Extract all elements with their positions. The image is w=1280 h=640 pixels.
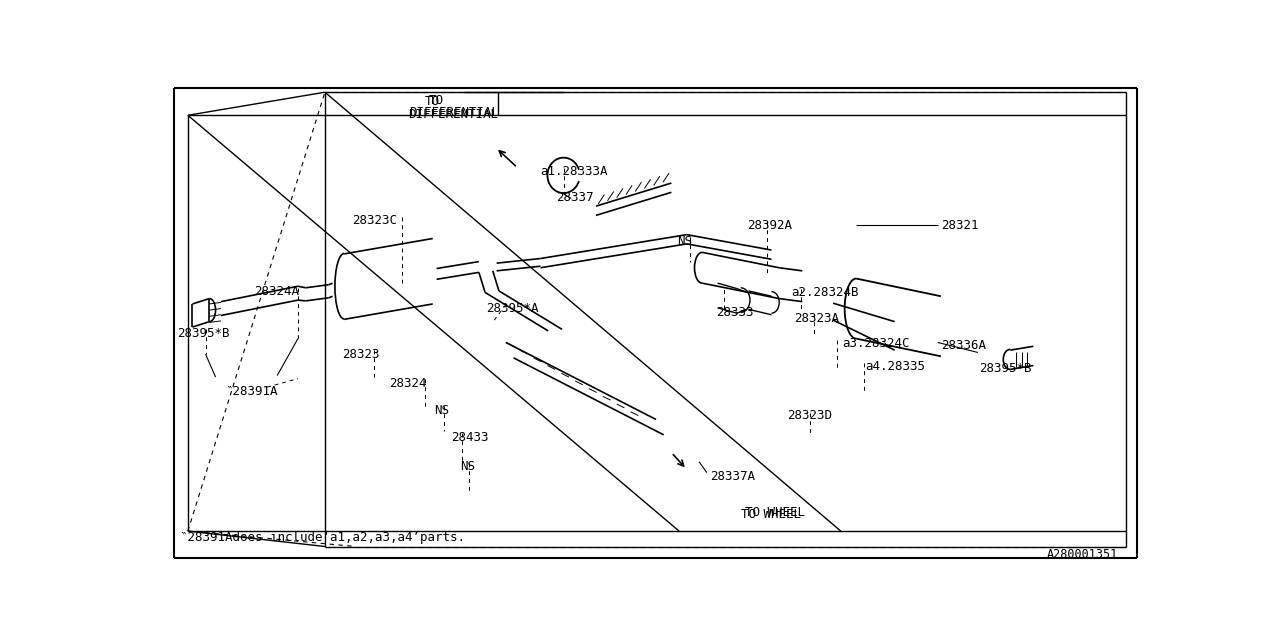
Text: DIFFERENTIAL: DIFFERENTIAL [410, 106, 499, 119]
Text: NS: NS [434, 404, 449, 417]
Text: 28336A: 28336A [941, 339, 986, 351]
Text: 28433: 28433 [451, 431, 489, 444]
Text: a2.28324B: a2.28324B [791, 286, 859, 300]
Text: 28324: 28324 [389, 377, 428, 390]
Text: NS: NS [677, 235, 692, 248]
Text: 28395*B: 28395*B [177, 327, 229, 340]
Text: NS: NS [460, 460, 475, 473]
Text: TO WHEEL: TO WHEEL [745, 506, 805, 520]
Text: 28323C: 28323C [352, 214, 397, 227]
Text: A280001351: A280001351 [1047, 548, 1117, 561]
Text: a4.28335: a4.28335 [865, 360, 925, 373]
Text: 28323: 28323 [342, 348, 379, 361]
Text: TO WHEEL: TO WHEEL [741, 508, 801, 521]
Text: ‶28391Adoes include‘a1,a2,a3,a4’parts.: ‶28391Adoes include‘a1,a2,a3,a4’parts. [180, 531, 465, 544]
Text: a3.28324C: a3.28324C [842, 337, 910, 350]
Text: ‶28391A: ‶28391A [225, 385, 278, 398]
Text: 28333: 28333 [716, 307, 754, 319]
Text: 28323D: 28323D [787, 410, 832, 422]
Text: 28337: 28337 [556, 191, 594, 204]
Text: 28395*A: 28395*A [486, 303, 539, 316]
Text: a1.28333A: a1.28333A [540, 165, 608, 179]
Text: 28321: 28321 [941, 220, 978, 232]
Text: TO: TO [425, 95, 440, 108]
Text: 28392A: 28392A [746, 220, 792, 232]
Text: 28323A: 28323A [795, 312, 840, 324]
Text: 28337A: 28337A [710, 470, 755, 483]
Text: 28395*B: 28395*B [979, 362, 1032, 374]
Text: DIFFERENTIAL: DIFFERENTIAL [408, 108, 498, 120]
Text: 28324A: 28324A [253, 285, 300, 298]
Text: TO: TO [429, 93, 444, 107]
